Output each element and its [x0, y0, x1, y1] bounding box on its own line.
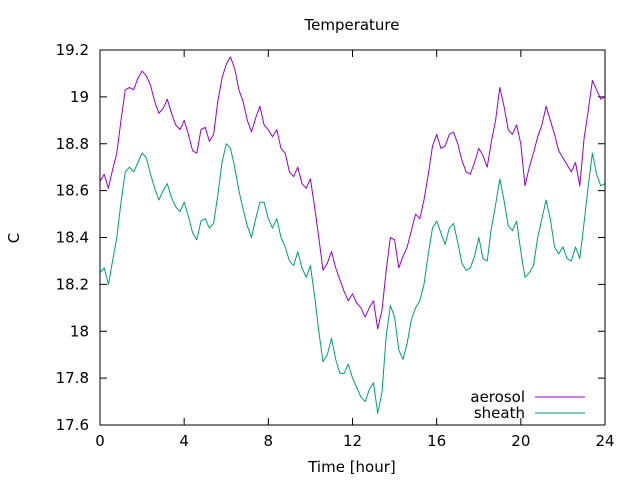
chart-title: Temperature [303, 16, 399, 34]
x-tick-label-4: 16 [427, 432, 446, 450]
legend-label-aerosol: aerosol [470, 388, 525, 406]
y-axis-label: C [5, 233, 23, 243]
y-tick-label-5: 18.6 [56, 182, 89, 200]
y-tick-label-1: 17.8 [56, 369, 89, 387]
y-tick-label-6: 18.8 [56, 135, 89, 153]
x-tick-label-6: 24 [595, 432, 614, 450]
axis-ticks: 0 4 8 12 16 20 24 17.6 17.8 18 18.2 18.4 18.6 18.8 19 1… [56, 41, 615, 450]
x-axis-label: Time [hour] [307, 458, 396, 476]
x-tick-label-0: 0 [95, 432, 105, 450]
y-tick-label-7: 19 [70, 88, 89, 106]
y-tick-label-2: 18 [70, 322, 89, 340]
x-tick-label-2: 8 [264, 432, 274, 450]
series-group [99, 56, 606, 414]
y-tick-label-8: 19.2 [56, 41, 89, 59]
x-tick-label-5: 20 [511, 432, 530, 450]
plot-frame [99, 49, 606, 426]
x-tick-label-3: 12 [343, 432, 362, 450]
series-line-aerosol [99, 56, 606, 330]
y-tick-label-4: 18.4 [56, 229, 89, 247]
x-tick-label-1: 4 [179, 432, 189, 450]
legend-label-sheath: sheath [474, 404, 525, 422]
series-line-sheath [99, 143, 606, 414]
y-tick-label-3: 18.2 [56, 275, 89, 293]
y-tick-label-0: 17.6 [56, 416, 89, 434]
